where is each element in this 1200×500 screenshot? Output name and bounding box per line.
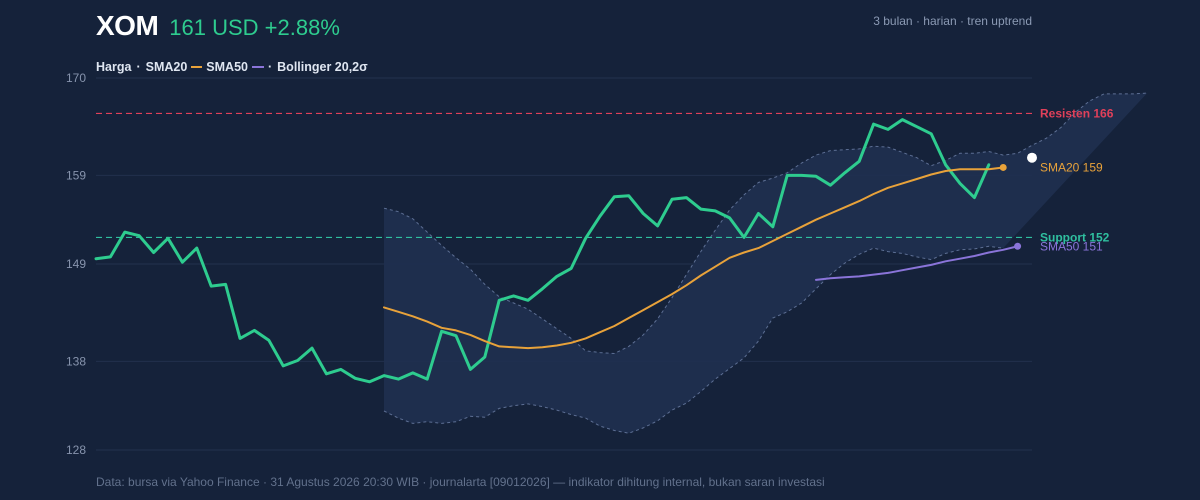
ticker-symbol: XOM (96, 10, 159, 41)
sma50-line (815, 245, 1019, 281)
chart-header: XOM 161 USD +2.88% (96, 10, 340, 42)
legend-sma20-swatch (191, 66, 203, 68)
legend-separator: · (136, 60, 141, 74)
y-tick-label: 149 (66, 257, 86, 271)
chart-legend: Harga · SMA20 SMA50 · Bollinger 20,2σ (96, 60, 368, 74)
legend-separator-2: · (267, 60, 273, 74)
period-meta: 3 bulan · harian · tren uptrend (873, 14, 1032, 28)
y-tick-label: 170 (66, 71, 86, 85)
sma20-end-dot (999, 163, 1007, 171)
sma20-line (383, 166, 1005, 350)
sma20-end-label: SMA20 159 (1040, 160, 1103, 174)
resistance-label: Resisten 166 (1040, 106, 1114, 120)
last-price-dot (1027, 152, 1037, 163)
bollinger-band-fill (384, 93, 1148, 434)
footer-source: Data: bursa via Yahoo Finance · 31 Agust… (96, 475, 825, 489)
y-tick-label: 159 (66, 168, 86, 182)
bollinger-lower-line (383, 245, 1004, 434)
legend-bollinger: Bollinger 20,2σ (277, 60, 368, 74)
price-change: 161 USD +2.88% (169, 15, 340, 40)
support-label: Support 152 (1040, 230, 1110, 244)
y-tick-label: 128 (66, 443, 86, 457)
y-tick-label: 138 (66, 354, 86, 368)
legend-price: Harga (96, 60, 132, 74)
legend-sma50: SMA50 (206, 60, 248, 74)
legend-sma20: SMA20 (145, 60, 188, 74)
legend-sma50-swatch (251, 66, 264, 68)
price-line (94, 118, 991, 384)
sma50-end-dot (1014, 242, 1022, 250)
sma50-end-label: SMA50 151 (1040, 239, 1103, 253)
bollinger-upper-line (383, 92, 1148, 355)
